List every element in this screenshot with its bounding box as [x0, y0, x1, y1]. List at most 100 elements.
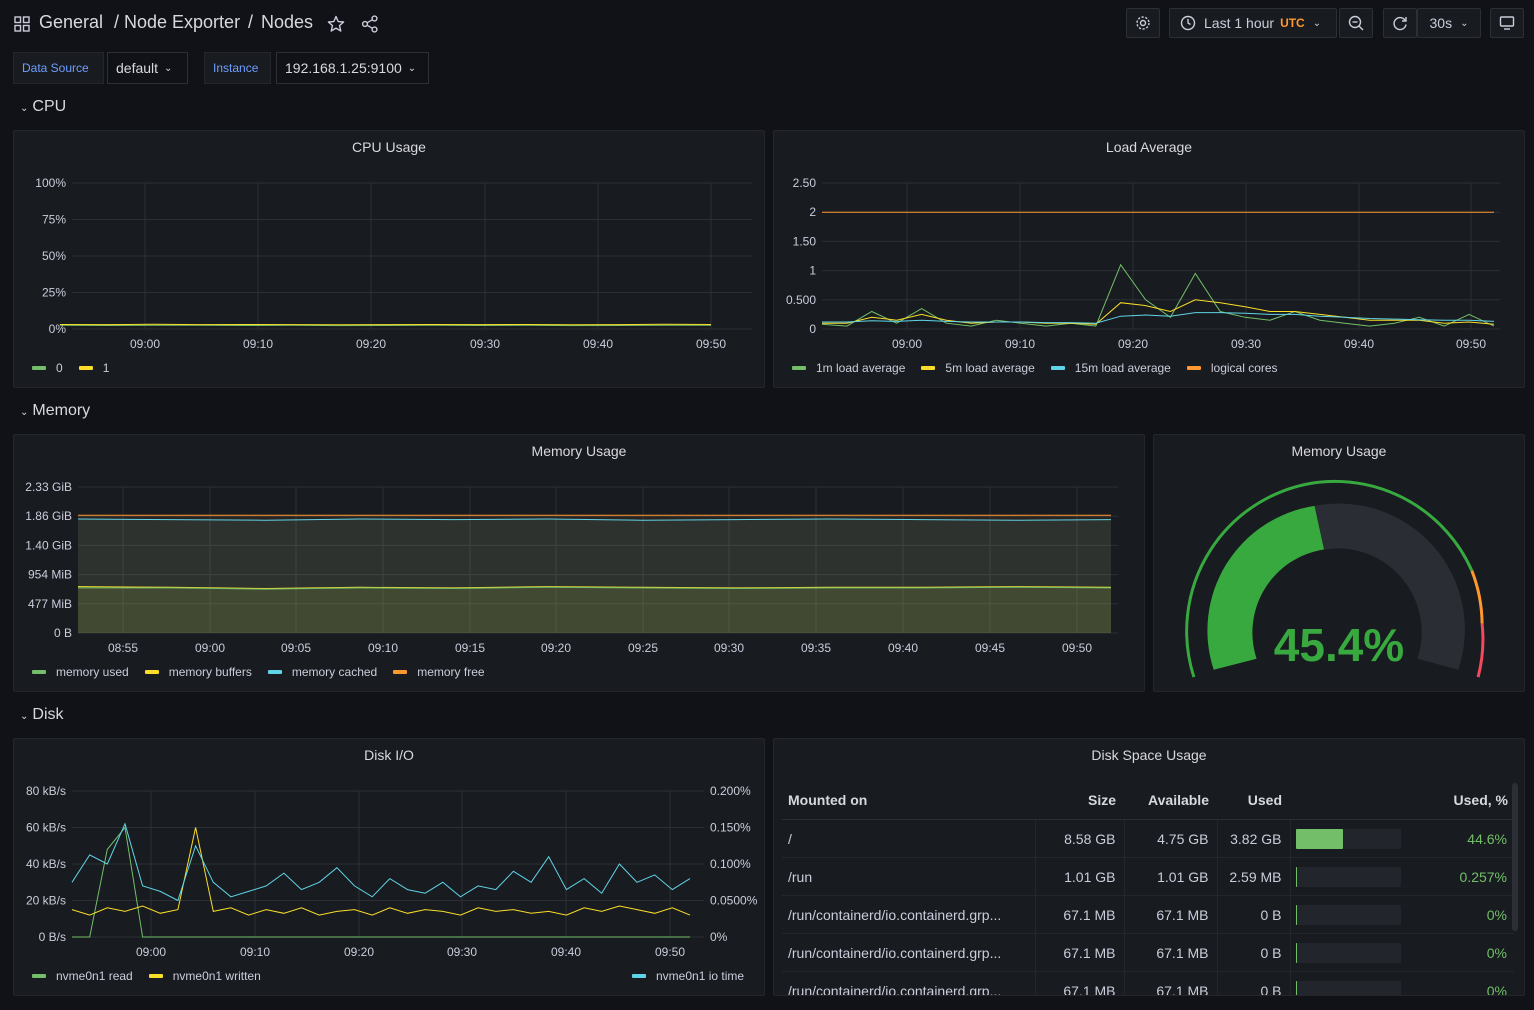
series-area [78, 586, 1111, 633]
legend-item[interactable]: 0 [32, 361, 63, 375]
variable-label-instance: Instance [204, 52, 271, 84]
table-row[interactable]: /8.58 GB 4.75 GB 3.82 GB 44.6% [782, 819, 1514, 858]
table-row[interactable]: /run/containerd/io.containerd.grp... 67.1… [782, 971, 1514, 996]
cell-available: 67.1 MB [1124, 933, 1218, 972]
y-tick-label: 477 MiB [28, 597, 72, 611]
disk-io-chart: 80 kB/s 60 kB/s 40 kB/s 20 kB/s 0 B/s 0.200% 0… [26, 784, 758, 959]
table-scrollbar[interactable] [1512, 783, 1518, 931]
panel-cpu-usage[interactable]: CPU Usage 100% 75% 50% 25% 0% 09:00 09:10 09:20… [13, 130, 765, 388]
cell-size: 1.01 GB [1035, 857, 1125, 896]
share-icon[interactable] [361, 15, 379, 33]
disk-space-table: Mounted on Size Available Used Used, % /… [782, 781, 1514, 996]
usage-bar-fill [1295, 980, 1297, 995]
datasource-select[interactable]: default ⌄ [107, 52, 188, 84]
y-tick-label: 1.86 GiB [25, 509, 72, 523]
breadcrumb-folder[interactable]: General [39, 12, 104, 32]
x-tick-label: 08:55 [108, 641, 138, 655]
legend-item[interactable]: nvme0n1 written [148, 969, 261, 983]
x-tick-label: 09:30 [447, 945, 477, 959]
refresh-interval-picker[interactable]: 30s ⌄ [1417, 8, 1481, 38]
panel-memory-gauge[interactable]: Memory Usage 45.4% [1153, 434, 1525, 692]
refresh-interval-label: 30s [1429, 15, 1453, 31]
y-tick-label: 2.50 [793, 176, 817, 190]
usage-bar-fill [1295, 942, 1297, 963]
usage-bar-fill [1295, 904, 1297, 925]
row-cpu[interactable]: ⌄ CPU [20, 98, 66, 116]
y-tick-label: 75% [42, 213, 66, 227]
chart-legend: 1m load average 5m load average 15m load… [792, 361, 1294, 375]
cell-available: 67.1 MB [1124, 971, 1218, 995]
breadcrumb-app[interactable]: Node Exporter [124, 12, 241, 32]
usage-pct-label: 0% [1486, 982, 1507, 996]
legend-item[interactable]: 1m load average [792, 361, 905, 375]
load-average-chart: 2.50 2 1.50 1 0.500 0 09:00 09:10 09:20 09:30 09:4… [786, 176, 1500, 351]
usage-pct-label: 0% [1486, 906, 1507, 923]
memory-usage-chart: 2.33 GiB 1.86 GiB 1.40 GiB 954 MiB 477 MiB 0 … [25, 480, 1118, 655]
time-range-picker[interactable]: Last 1 hour UTC ⌄ [1169, 8, 1337, 38]
table-row[interactable]: /run/containerd/io.containerd.grp... 67.1… [782, 933, 1514, 972]
usage-bar [1295, 866, 1402, 887]
instance-select[interactable]: 192.168.1.25:9100 ⌄ [276, 52, 429, 84]
column-header-size[interactable]: Size [1035, 781, 1124, 820]
y-tick-label: 0.500 [786, 293, 816, 307]
tv-mode-button[interactable] [1490, 8, 1524, 38]
usage-pct-label: 44.6% [1467, 830, 1507, 847]
cell-size: 67.1 MB [1035, 895, 1125, 934]
legend-item[interactable]: memory used [32, 665, 129, 679]
column-header-mounted-on[interactable]: Mounted on [782, 781, 1035, 820]
series-line [77, 518, 1112, 521]
legend-item[interactable]: nvme0n1 read [32, 969, 133, 983]
panel-disk-space-usage[interactable]: Disk Space Usage Mounted on Size Availab… [773, 738, 1525, 996]
x-tick-label: 09:50 [1062, 641, 1092, 655]
panel-memory-usage[interactable]: Memory Usage 2.33 GiB 1.86 GiB 1.40 GiB 954… [13, 434, 1145, 692]
y-tick-label: 100% [35, 176, 66, 190]
table-row[interactable]: /run 1.01 GB 1.01 GB 2.59 MB 0.257% [782, 857, 1514, 896]
legend-item[interactable]: logical cores [1186, 361, 1278, 375]
y-tick-label: 50% [42, 249, 66, 263]
usage-bar [1295, 904, 1402, 925]
usage-bar [1295, 942, 1402, 963]
clock-icon [1180, 15, 1196, 31]
legend-item[interactable]: nvme0n1 io time [632, 969, 744, 983]
legend-item[interactable]: memory cached [267, 665, 377, 679]
apps-grid-icon[interactable] [14, 16, 30, 32]
usage-pct-label: 0% [1486, 944, 1507, 961]
series-line [71, 822, 691, 902]
x-tick-label: 09:20 [541, 641, 571, 655]
panel-title: Disk Space Usage [1091, 747, 1207, 763]
y2-tick-label: 0.200% [710, 784, 751, 798]
x-tick-label: 09:15 [455, 641, 485, 655]
row-memory[interactable]: ⌄ Memory [20, 402, 90, 420]
series-line [59, 323, 712, 326]
y-tick-label: 1 [809, 264, 816, 278]
legend-item[interactable]: memory buffers [144, 665, 252, 679]
cell-used-pct: 0% [1290, 933, 1514, 972]
y-tick-label: 1.40 GiB [25, 538, 72, 552]
x-tick-label: 09:05 [281, 641, 311, 655]
legend-item[interactable]: memory free [393, 665, 485, 679]
legend-item[interactable]: 15m load average [1050, 361, 1171, 375]
table-row[interactable]: /run/containerd/io.containerd.grp... 67.1… [782, 895, 1514, 934]
star-icon[interactable] [327, 15, 345, 33]
legend-item[interactable]: 5m load average [921, 361, 1035, 375]
dashboard-settings-button[interactable] [1126, 8, 1160, 38]
series-area [78, 515, 1111, 633]
panel-load-average[interactable]: Load Average 2.50 2 1.50 1 0.500 0 09:00 09:10 0… [773, 130, 1525, 388]
column-header-used[interactable]: Used [1217, 781, 1290, 820]
legend-item[interactable]: 1 [78, 361, 109, 375]
panel-disk-io[interactable]: Disk I/O 80 kB/s 60 kB/s 40 kB/s 20 kB/s 0 B… [13, 738, 765, 996]
panel-title: Memory Usage [1291, 443, 1387, 459]
zoom-out-button[interactable] [1339, 8, 1373, 38]
series-area [78, 587, 1111, 633]
column-header-used-pct[interactable]: Used, % [1290, 781, 1514, 820]
x-tick-label: 09:40 [1344, 337, 1374, 351]
refresh-button[interactable] [1383, 8, 1417, 38]
chevron-down-icon: ⌄ [1460, 17, 1469, 29]
cell-available: 4.75 GB [1124, 819, 1218, 858]
series-line [821, 263, 1495, 327]
chevron-down-icon: ⌄ [1312, 17, 1322, 29]
x-tick-label: 09:40 [888, 641, 918, 655]
gauge-track [1314, 503, 1465, 670]
row-disk[interactable]: ⌄ Disk [20, 706, 64, 724]
column-header-available[interactable]: Available [1124, 781, 1217, 820]
